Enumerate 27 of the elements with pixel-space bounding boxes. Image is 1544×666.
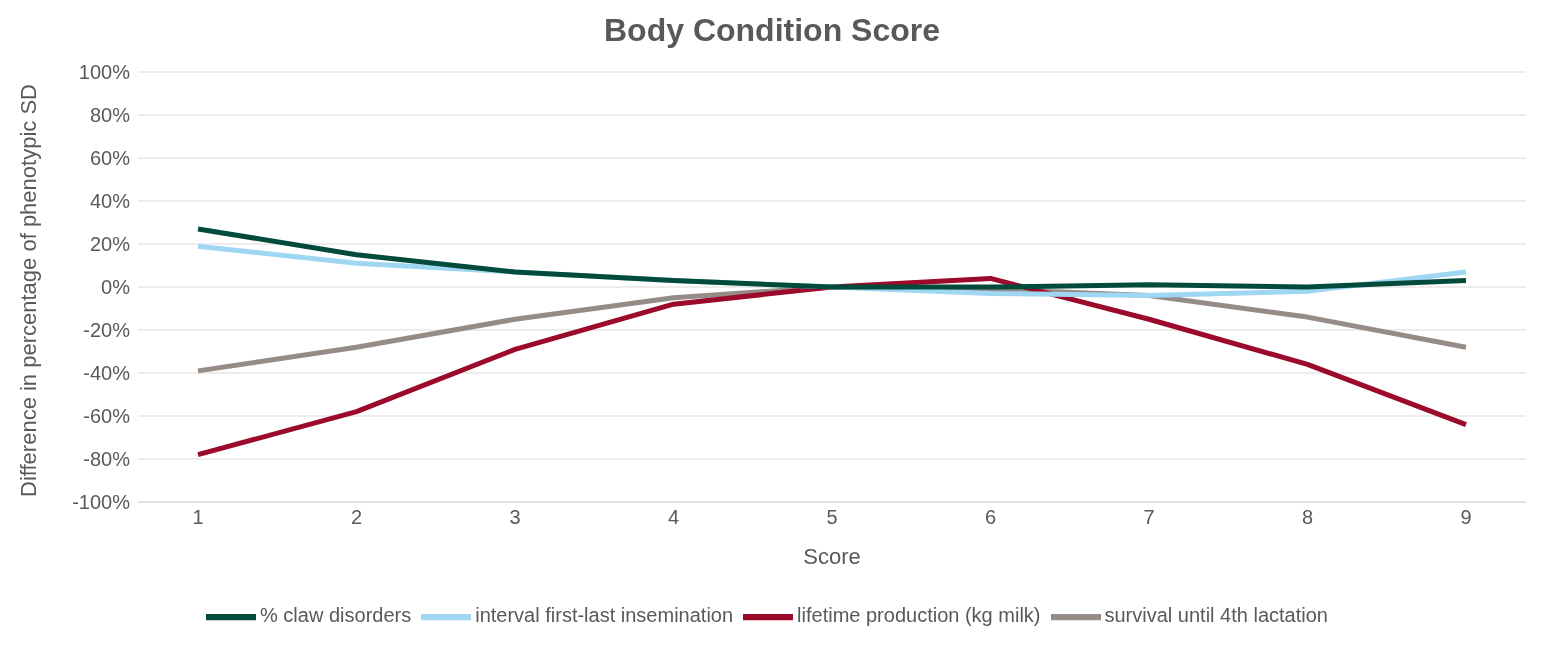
y-tick-label: 80% bbox=[89, 104, 131, 127]
y-axis-title: Difference in percentage of phenotypic SD bbox=[15, 84, 41, 497]
y-tick-label: 100% bbox=[78, 61, 131, 84]
y-tick-label: -80% bbox=[83, 448, 131, 471]
x-tick-label: 1 bbox=[192, 506, 204, 529]
legend-label: interval first-last insemination bbox=[475, 604, 734, 627]
x-tick-label: 4 bbox=[667, 506, 680, 529]
y-tick-label: 60% bbox=[89, 147, 131, 170]
x-tick-label: 2 bbox=[350, 506, 363, 529]
y-tick-label: 20% bbox=[89, 233, 131, 256]
x-tick-label: 5 bbox=[826, 506, 838, 529]
chart-title: Body Condition Score bbox=[603, 11, 941, 50]
legend-label: % claw disorders bbox=[260, 604, 412, 627]
x-tick-label: 9 bbox=[1460, 506, 1472, 529]
legend-label: lifetime production (kg milk) bbox=[797, 604, 1041, 627]
y-tick-label: -40% bbox=[83, 362, 131, 385]
x-tick-label: 8 bbox=[1301, 506, 1314, 529]
y-tick-label: -100% bbox=[72, 491, 131, 514]
y-tick-label: 0% bbox=[101, 276, 131, 299]
legend-label: survival until 4th lactation bbox=[1104, 604, 1328, 627]
x-tick-label: 7 bbox=[1143, 506, 1155, 529]
y-tick-label: -20% bbox=[83, 319, 131, 342]
x-axis-title: Score bbox=[803, 544, 861, 569]
y-tick-label: -60% bbox=[83, 405, 131, 428]
x-tick-label: 3 bbox=[509, 506, 521, 529]
x-tick-label: 6 bbox=[984, 506, 997, 529]
y-tick-label: 40% bbox=[89, 190, 131, 213]
